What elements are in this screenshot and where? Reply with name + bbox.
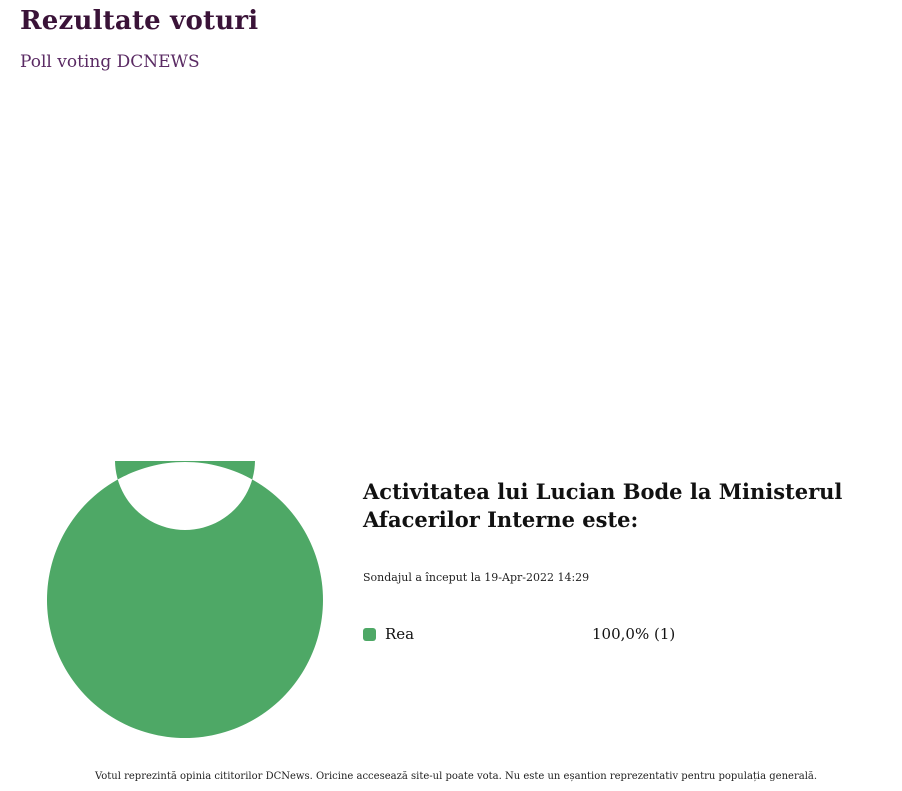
legend-swatch xyxy=(363,628,376,641)
poll-question: Activitatea lui Lucian Bode la Ministeru… xyxy=(363,479,843,532)
donut-chart xyxy=(46,461,324,739)
footer-disclaimer: Votul reprezintă opinia cititorilor DCNe… xyxy=(94,771,818,782)
page-subtitle: Poll voting DCNEWS xyxy=(20,52,200,72)
page-title: Rezultate voturi xyxy=(20,6,259,36)
legend-label: Rea xyxy=(385,625,415,643)
poll-start-date: Sondajul a început la 19-Apr-2022 14:29 xyxy=(363,571,590,584)
donut-chart-svg xyxy=(47,461,323,738)
donut-slice-rea xyxy=(47,461,323,738)
legend-value: 100,0% (1) xyxy=(592,625,676,643)
legend-item: Rea 100,0% (1) xyxy=(363,624,683,646)
